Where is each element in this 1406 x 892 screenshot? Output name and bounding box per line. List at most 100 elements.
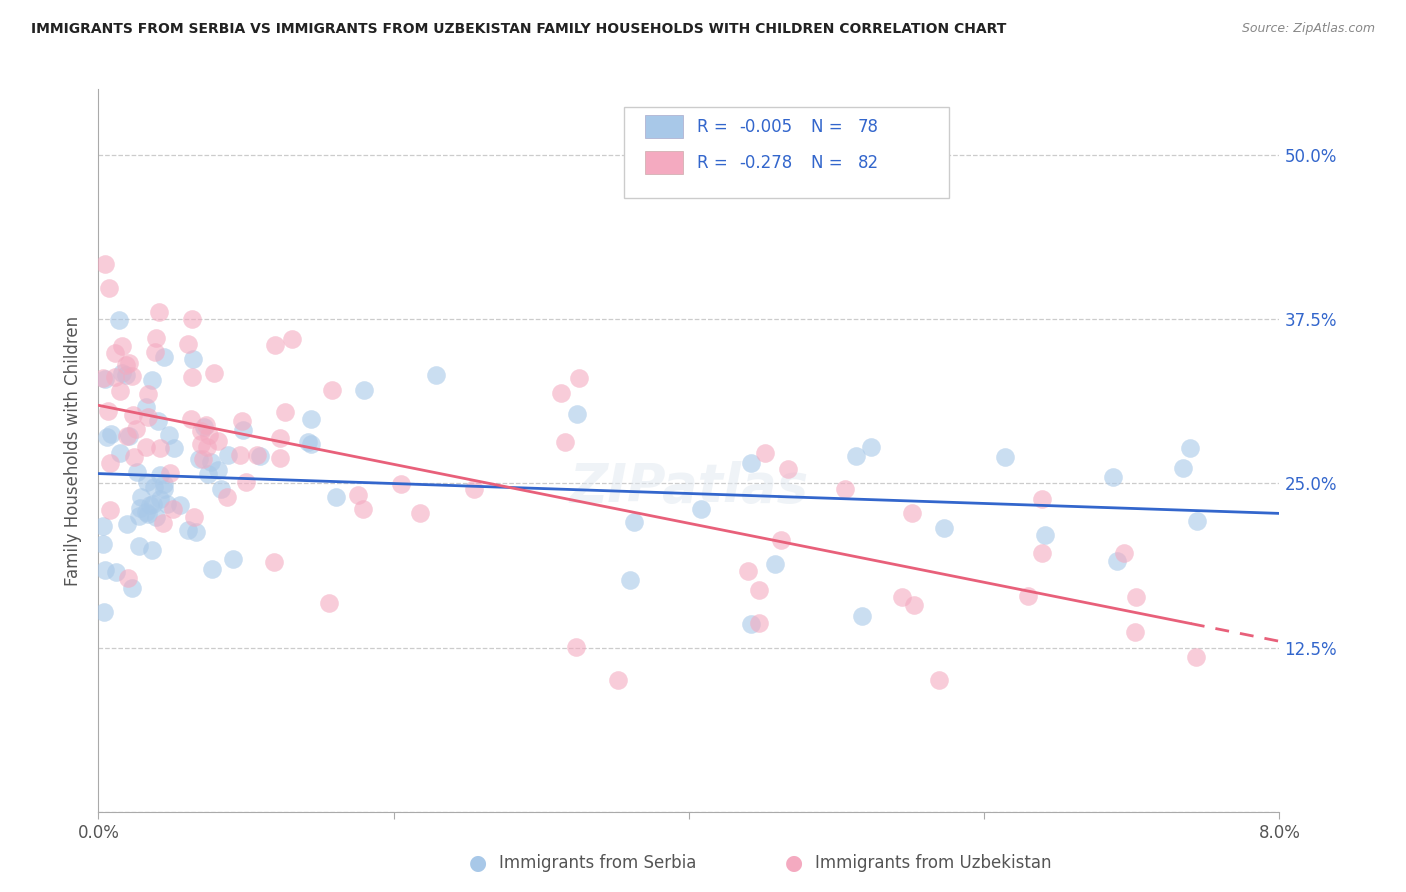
Point — [98, 503, 121, 517]
Point — [111, 339, 134, 353]
Point — [217, 490, 239, 504]
Point — [153, 350, 176, 364]
Point — [274, 405, 297, 419]
Point — [135, 440, 157, 454]
Point — [163, 441, 186, 455]
Point — [125, 465, 148, 479]
Point — [217, 448, 239, 462]
Point — [162, 502, 184, 516]
Point — [281, 332, 304, 346]
Point — [110, 366, 132, 380]
Point — [201, 561, 224, 575]
Point — [346, 488, 368, 502]
Text: ZIPatlas: ZIPatlas — [569, 460, 808, 513]
Point — [181, 352, 204, 367]
Point — [125, 422, 148, 436]
Point — [200, 455, 222, 469]
Point — [269, 431, 291, 445]
Point — [207, 434, 229, 449]
Point — [183, 509, 205, 524]
Point — [186, 524, 208, 539]
Point — [148, 305, 170, 319]
Point — [188, 452, 211, 467]
Point — [94, 372, 117, 386]
Point — [149, 441, 172, 455]
Point — [157, 428, 180, 442]
Point — [148, 413, 170, 427]
Point — [231, 414, 253, 428]
FancyBboxPatch shape — [645, 115, 683, 138]
Point — [149, 491, 172, 506]
Point — [181, 370, 204, 384]
Text: R =: R = — [697, 118, 733, 136]
Point — [117, 429, 139, 443]
Point — [550, 386, 572, 401]
Point — [246, 448, 269, 462]
Point — [136, 409, 159, 424]
Point — [890, 590, 912, 604]
Point — [776, 462, 799, 476]
Text: R =: R = — [697, 154, 733, 172]
Point — [409, 506, 432, 520]
Point — [1033, 527, 1056, 541]
Point — [851, 608, 873, 623]
Point — [190, 424, 212, 438]
Point — [135, 400, 157, 414]
Point — [129, 490, 152, 504]
Point — [149, 468, 172, 483]
Point — [299, 436, 322, 450]
Point — [554, 435, 576, 450]
Point — [141, 373, 163, 387]
Point — [143, 344, 166, 359]
Point — [141, 543, 163, 558]
Point — [191, 452, 214, 467]
Point — [135, 504, 157, 518]
Point — [98, 456, 121, 470]
Point — [145, 331, 167, 345]
Point — [1185, 514, 1208, 528]
Point — [198, 428, 221, 442]
Point — [565, 640, 588, 654]
Point — [190, 436, 212, 450]
Point — [748, 615, 770, 630]
Text: Immigrants from Uzbekistan: Immigrants from Uzbekistan — [815, 855, 1052, 872]
Point — [1107, 554, 1129, 568]
Point — [118, 356, 141, 370]
Point — [117, 572, 139, 586]
Point — [96, 430, 118, 444]
Point — [105, 566, 128, 580]
Point — [1031, 491, 1053, 506]
Text: N =: N = — [811, 118, 848, 136]
Point — [138, 498, 160, 512]
Point — [207, 463, 229, 477]
FancyBboxPatch shape — [624, 107, 949, 198]
Point — [181, 311, 204, 326]
Point — [299, 411, 322, 425]
Point — [1101, 470, 1123, 484]
Text: -0.278: -0.278 — [740, 154, 793, 172]
Point — [321, 383, 343, 397]
Point — [128, 501, 150, 516]
Point — [97, 404, 120, 418]
Point — [737, 564, 759, 578]
Point — [228, 448, 250, 462]
Point — [463, 482, 485, 496]
Point — [748, 583, 770, 598]
Point — [180, 412, 202, 426]
Point — [202, 366, 225, 380]
Point — [763, 558, 786, 572]
Point — [107, 313, 129, 327]
Text: IMMIGRANTS FROM SERBIA VS IMMIGRANTS FROM UZBEKISTAN FAMILY HOUSEHOLDS WITH CHIL: IMMIGRANTS FROM SERBIA VS IMMIGRANTS FRO… — [31, 22, 1007, 37]
Point — [994, 450, 1017, 464]
Point — [104, 345, 127, 359]
Y-axis label: Family Households with Children: Family Households with Children — [65, 316, 83, 585]
Point — [159, 466, 181, 480]
Point — [754, 445, 776, 459]
Point — [325, 491, 347, 505]
Point — [94, 562, 117, 576]
Point — [1112, 546, 1135, 560]
Point — [209, 482, 232, 496]
Point — [93, 605, 115, 619]
Text: Immigrants from Serbia: Immigrants from Serbia — [499, 855, 696, 872]
Point — [136, 387, 159, 401]
